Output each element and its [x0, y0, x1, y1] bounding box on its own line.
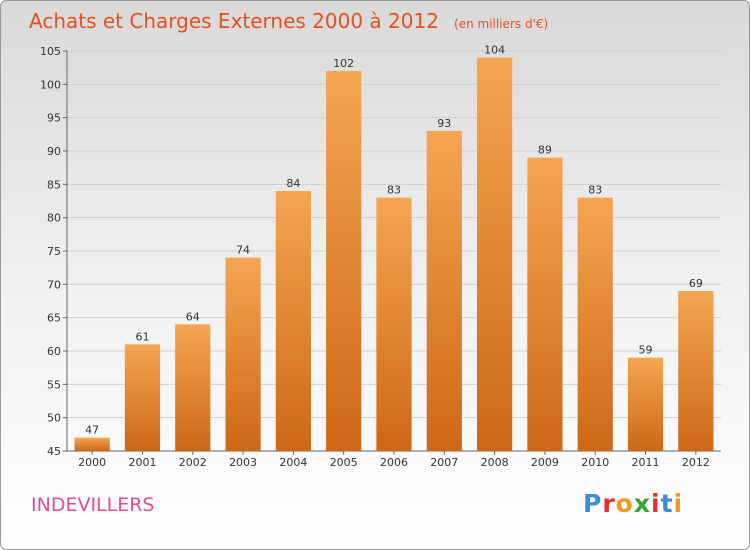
- y-tick-label: 45: [47, 445, 61, 458]
- x-tick-label: 2012: [682, 456, 710, 469]
- y-tick-label: 60: [47, 345, 61, 358]
- bar-2001: [124, 344, 161, 451]
- value-label: 59: [639, 344, 653, 357]
- y-tick-label: 65: [47, 312, 61, 325]
- logo-letter: o: [615, 489, 634, 518]
- value-label: 61: [135, 330, 149, 343]
- x-tick-label: 2004: [279, 456, 307, 469]
- logo-letter: x: [633, 489, 651, 518]
- value-labels: 47 61 64 74 84 102 83 93 104 89 83 59 69: [85, 44, 703, 437]
- x-tick-label: 2005: [330, 456, 358, 469]
- bar-2011: [627, 357, 664, 451]
- bar-2003: [225, 257, 261, 451]
- chart-title: Achats et Charges Externes 2000 à 2012 (…: [29, 9, 548, 33]
- y-tick-label: 75: [47, 245, 61, 258]
- logo-letter: i: [673, 489, 684, 518]
- value-label: 83: [387, 184, 401, 197]
- value-label: 84: [286, 177, 300, 190]
- y-tick-label: 105: [40, 45, 61, 58]
- y-tick-label: 80: [47, 212, 61, 225]
- proxiti-logo: Proxiti: [583, 489, 683, 518]
- chart-title-main: Achats et Charges Externes 2000 à 2012: [29, 9, 439, 33]
- logo-letter: P: [583, 489, 603, 518]
- value-label: 104: [484, 44, 505, 57]
- x-tick-label: 2009: [531, 456, 559, 469]
- chart-title-unit: (en milliers d'€): [454, 17, 548, 31]
- x-tick-label: 2010: [581, 456, 609, 469]
- value-label: 83: [588, 184, 602, 197]
- y-tick-label: 95: [47, 112, 61, 125]
- bar-2004: [275, 191, 311, 451]
- bar-2008: [477, 57, 513, 452]
- x-tick-label: 2007: [430, 456, 458, 469]
- location-name: INDEVILLERS: [31, 494, 155, 516]
- bar-2007: [426, 131, 462, 451]
- bar-2012: [678, 291, 714, 451]
- logo-letter: t: [660, 489, 674, 518]
- x-tick-labels: 2000 2001 2002 2003 2004 2005 2006 2007 2008 2009…: [78, 456, 710, 469]
- value-label: 64: [186, 310, 200, 323]
- bar-2002: [175, 324, 211, 451]
- x-tick-label: 2000: [78, 456, 106, 469]
- logo-letter: r: [602, 489, 616, 518]
- bar-2010: [577, 197, 613, 451]
- y-tick-labels: 45 50 55 60 65 70 75 80 85 90 95 100 105: [40, 45, 61, 458]
- x-tick-label: 2011: [632, 456, 660, 469]
- bar-2009: [527, 157, 563, 451]
- y-tick-label: 85: [47, 178, 61, 191]
- value-label: 47: [85, 424, 99, 437]
- value-label: 69: [689, 277, 703, 290]
- logo-letter: i: [651, 489, 661, 518]
- y-tick-label: 90: [47, 145, 61, 158]
- bars: [74, 57, 714, 452]
- y-tick-label: 70: [47, 278, 61, 291]
- value-label: 93: [437, 117, 451, 130]
- bar-2005: [326, 71, 362, 451]
- bar-2006: [376, 197, 412, 451]
- value-label: 74: [236, 244, 250, 257]
- value-label: 89: [538, 144, 552, 157]
- x-tick-label: 2008: [481, 456, 509, 469]
- x-tick-label: 2006: [380, 456, 408, 469]
- value-label: 102: [333, 57, 354, 70]
- y-tick-label: 55: [47, 378, 61, 391]
- x-tick-label: 2001: [128, 456, 156, 469]
- y-tick-label: 50: [47, 412, 61, 425]
- bar-2000: [74, 437, 110, 451]
- y-tick-label: 100: [40, 78, 61, 91]
- x-tick-label: 2002: [179, 456, 207, 469]
- x-tick-label: 2003: [229, 456, 257, 469]
